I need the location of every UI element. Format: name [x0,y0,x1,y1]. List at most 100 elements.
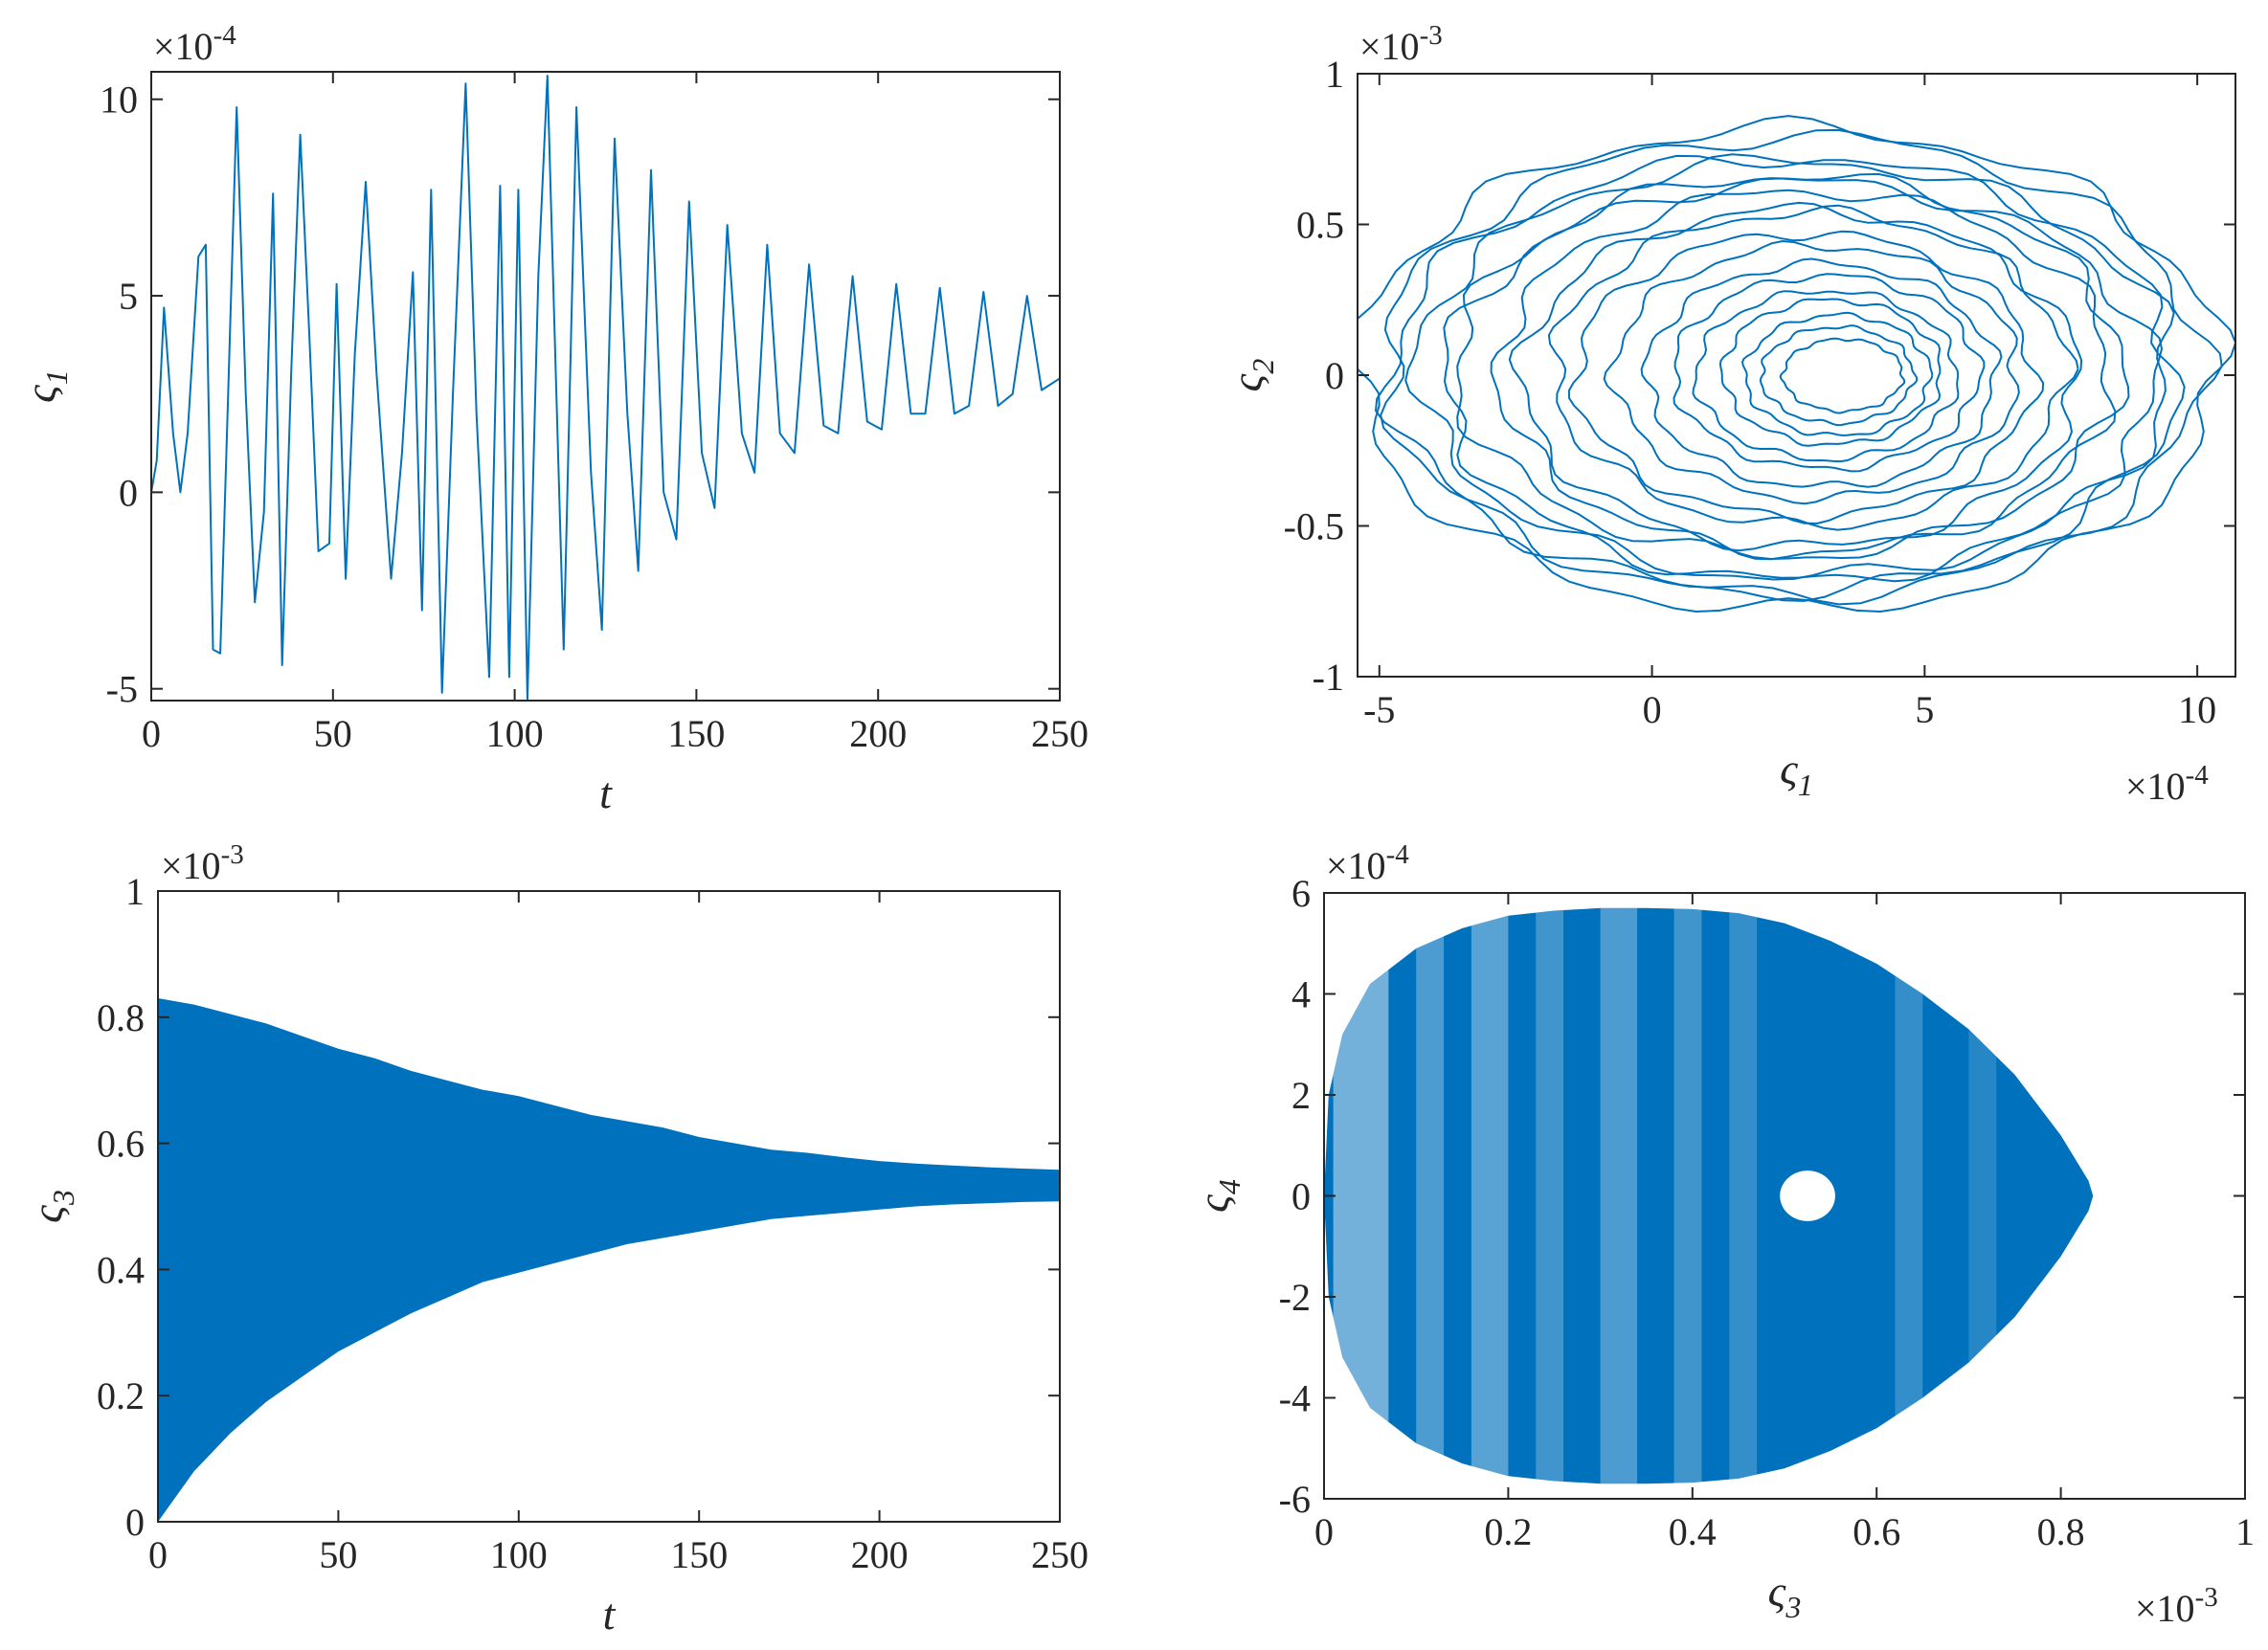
x-tick-label: 50 [314,712,352,755]
x-tick-label: 0.8 [2037,1510,2085,1553]
p4-data [1324,907,2094,1484]
x-tick-label: -5 [1363,688,1395,731]
y-multiplier: ×10-4 [1326,839,1409,887]
orbit-ring-0 [1358,115,2235,613]
y-tick-label: 0.8 [97,996,145,1039]
panel-p2: -5 0 5 10 -1 -0.5 0 0.5 1 ×10-3 ×10-4 ς1 ς2 [1223,20,2236,808]
series-line [151,75,1060,701]
orbit-ring-15 [1741,311,1934,436]
y-tick-label: -6 [1279,1478,1311,1521]
orbit-ring-16 [1759,324,1919,427]
y-tick-label: 0 [1291,1175,1311,1218]
x-tick-label: 0 [148,1533,168,1576]
x-tick-label: 0 [1643,688,1662,731]
striation-2 [1471,907,1509,1484]
y-tick-label: -2 [1279,1276,1311,1319]
panel-p3: 0 50 100 150 200 250 0 0.2 0.4 0.6 0.8 1 ×10-3 t ς3 [23,839,1089,1639]
y-tick-label: 1 [1325,53,1344,96]
x-multiplier: ×10-4 [2125,760,2209,808]
x-tick-label: 1 [2235,1510,2255,1553]
x-tick-label: 100 [486,712,544,755]
x-tick-label: 150 [667,712,725,755]
p1-data [151,75,1060,701]
y-tick-label: 0.5 [1296,204,1344,247]
y-multiplier: ×10-4 [153,20,236,68]
y-tick-label: 0 [125,1501,145,1544]
p3-data [158,998,1060,1522]
envelope-band [158,998,1060,1522]
x-tick-label: 0.2 [1484,1510,1532,1553]
y-tick-label: 6 [1291,872,1311,915]
orbit-ring-2 [1375,154,2186,602]
center-hole [1780,1171,1835,1221]
x-tick-label: 10 [2178,688,2216,731]
orbit-ring-12 [1673,273,1986,473]
orbit-ring-3 [1404,153,2175,581]
orbit-ring-1 [1380,128,2223,606]
x-tick-label: 250 [1031,1533,1089,1576]
x-multiplier: ×10-3 [2135,1582,2218,1630]
striation-6 [1729,907,1758,1484]
orbit-ring-11 [1640,257,2003,488]
y-axis-label: ς2 [1223,359,1280,392]
orbit-ring-8 [1547,204,2079,531]
y-tick-label: 1 [125,870,145,913]
y-tick-label: 0.2 [97,1374,145,1417]
orbit-ring-4 [1443,177,2163,583]
y-tick-label: -4 [1279,1377,1311,1420]
y-tick-label: 5 [119,275,138,318]
orbit-ring-13 [1692,290,1960,463]
y-tick-label: -1 [1313,656,1344,699]
x-axis-label: t [599,769,613,817]
striation-0 [1333,907,1389,1484]
striation-8 [1968,907,1997,1484]
striation-1 [1416,907,1445,1484]
x-tick-label: 200 [851,1533,909,1576]
y-tick-label: -5 [106,668,138,711]
striation-3 [1536,907,1564,1484]
y-tick-label: 0 [119,471,138,514]
x-axis-label: t [603,1590,617,1639]
y-multiplier: ×10-3 [1359,20,1443,68]
striation-4 [1600,907,1638,1484]
p2-data [1358,115,2235,613]
orbit-ring-14 [1718,298,1942,447]
x-tick-label: 0 [1314,1510,1334,1553]
x-tick-label: 200 [849,712,907,755]
x-tick-label: 100 [490,1533,548,1576]
y-tick-label: 0 [1325,354,1344,397]
y-tick-label: 10 [100,78,138,122]
x-tick-label: 0 [142,712,161,755]
x-tick-label: 5 [1915,688,1934,731]
orbit-ring-5 [1456,172,2130,560]
y-tick-label: -0.5 [1284,505,1344,548]
x-axis-label: ς1 [1780,745,1813,802]
y-tick-label: 0.4 [97,1248,145,1291]
striation-5 [1673,907,1702,1484]
x-tick-label: 0.4 [1669,1510,1717,1553]
axes-frame [157,890,1061,1523]
x-tick-label: 50 [319,1533,357,1576]
orbit-ring-17 [1779,337,1906,414]
orbit-ring-7 [1508,201,2083,552]
phase-area [1324,907,2094,1484]
axes-frame [150,71,1061,702]
orbit-ring-6 [1490,189,2117,561]
y-axis-label: ς1 [16,369,74,403]
x-axis-label: ς3 [1768,1567,1802,1624]
y-axis-label: ς3 [23,1190,80,1223]
orbit-ring-10 [1603,240,2020,505]
x-tick-label: 150 [670,1533,728,1576]
orbit-ring-9 [1567,230,2045,524]
y-axis-label: ς4 [1189,1179,1246,1213]
panel-p4: 0 0.2 0.4 0.6 0.8 1 -6 -4 -2 0 2 4 6 ×10-4 ×10-3 ς3 ς4 [1189,839,2255,1630]
x-tick-label: 250 [1031,712,1089,755]
striation-7 [1895,907,1923,1484]
x-tick-label: 0.6 [1853,1510,1900,1553]
y-tick-label: 2 [1291,1074,1311,1117]
y-multiplier: ×10-3 [161,839,244,887]
y-tick-label: 0.6 [97,1123,145,1166]
y-tick-label: 4 [1291,973,1311,1016]
